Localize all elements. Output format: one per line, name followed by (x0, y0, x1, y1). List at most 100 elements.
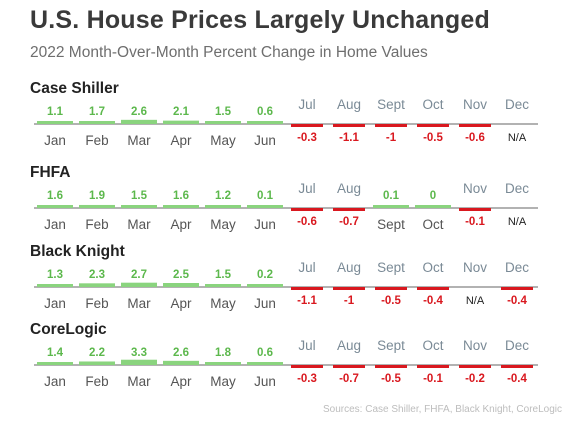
bar-jan (37, 205, 73, 208)
month-label-oct: Oct (422, 217, 443, 232)
bar-sept (375, 124, 407, 127)
bar-jan (37, 121, 73, 124)
month-label-dec: Dec (505, 260, 529, 275)
month-label-apr: Apr (170, 296, 192, 311)
bar-jun (247, 205, 283, 208)
data-label-jan: 1.3 (47, 269, 63, 281)
data-label-mar: 3.3 (131, 347, 147, 359)
month-label-jan: Jan (44, 374, 66, 389)
bar-mar (121, 119, 157, 124)
bar-oct (417, 287, 449, 290)
month-label-dec: Dec (505, 181, 529, 196)
month-label-oct: Oct (422, 260, 443, 275)
bar-oct (417, 365, 449, 368)
data-label-aug: -0.7 (339, 373, 359, 385)
bar-apr (163, 360, 199, 365)
panel-fhfa: FHFA 1.6 Jan 1.9 Feb 1.5 Mar 1.6 Apr 1.2 May 0.1 Ju… (0, 164, 572, 244)
data-label-jan: 1.4 (47, 347, 64, 359)
month-label-mar: Mar (127, 296, 151, 311)
bar-jan (37, 362, 73, 365)
data-label-mar: 2.6 (131, 106, 147, 118)
bar-nov (459, 365, 491, 368)
bar-sept (373, 205, 409, 208)
data-label-feb: 2.3 (89, 269, 105, 281)
chart-title: U.S. House Prices Largely Unchanged (30, 6, 490, 34)
month-label-jul: Jul (298, 181, 315, 196)
data-label-jul: -0.6 (297, 216, 317, 228)
month-label-sept: Sept (377, 97, 405, 112)
data-label-jul: -0.3 (297, 132, 317, 144)
month-label-nov: Nov (463, 97, 487, 112)
month-label-jul: Jul (298, 338, 315, 353)
bar-nov (459, 124, 491, 127)
bar-jul (291, 208, 323, 211)
bar-aug (333, 287, 365, 290)
bar-feb (79, 121, 115, 124)
month-label-jan: Jan (44, 133, 66, 148)
data-label-jan: 1.1 (47, 106, 64, 118)
data-label-sept: -0.5 (381, 295, 401, 307)
data-label-mar: 2.7 (131, 269, 147, 281)
data-label-apr: 2.5 (173, 269, 190, 281)
panel-title: CoreLogic (30, 321, 107, 338)
month-label-jun: Jun (254, 217, 276, 232)
panel-case-shiller: Case Shiller 1.1 Jan 1.7 Feb 2.6 Mar 2.1 Apr 1.5… (0, 80, 572, 160)
bar-may (205, 284, 241, 287)
month-label-may: May (210, 374, 236, 389)
month-label-aug: Aug (337, 181, 361, 196)
month-label-feb: Feb (85, 133, 108, 148)
bar-oct (415, 205, 451, 208)
bar-jun (247, 121, 283, 124)
data-label-oct: -0.5 (423, 132, 443, 144)
data-label-nov: N/A (466, 295, 485, 307)
data-label-feb: 1.7 (89, 106, 105, 118)
chart-subtitle: 2022 Month-Over-Month Percent Change in … (30, 44, 428, 61)
month-label-aug: Aug (337, 97, 361, 112)
data-label-oct: 0 (430, 190, 436, 202)
month-label-dec: Dec (505, 97, 529, 112)
month-label-sept: Sept (377, 260, 405, 275)
bar-apr (163, 120, 199, 124)
data-label-jun: 0.1 (257, 190, 274, 202)
data-label-dec: -0.4 (507, 373, 527, 385)
month-label-apr: Apr (170, 374, 192, 389)
panel-title: FHFA (30, 164, 71, 181)
bar-apr (163, 205, 199, 208)
data-label-may: 1.8 (215, 347, 232, 359)
month-label-jan: Jan (44, 296, 66, 311)
month-label-nov: Nov (463, 260, 487, 275)
data-label-nov: -0.2 (465, 373, 485, 385)
bar-mar (121, 282, 157, 287)
data-label-feb: 1.9 (89, 190, 105, 202)
month-label-jun: Jun (254, 296, 276, 311)
bar-jun (247, 362, 283, 365)
bar-chart-corelogic: 1.4 Jan 2.2 Feb 3.3 Mar 2.6 Apr 1.8 May 0.6 Jun -0.3… (34, 338, 538, 389)
data-label-dec: N/A (508, 132, 527, 144)
data-label-dec: N/A (508, 216, 527, 228)
data-label-jul: -1.1 (297, 295, 317, 307)
month-label-jul: Jul (298, 97, 315, 112)
bar-feb (79, 204, 115, 208)
data-label-may: 1.5 (215, 269, 232, 281)
month-label-mar: Mar (127, 374, 151, 389)
data-label-jun: 0.6 (257, 106, 273, 118)
data-label-sept: 0.1 (383, 190, 400, 202)
data-label-aug: -1 (344, 295, 355, 307)
bar-mar (121, 205, 157, 208)
month-label-sept: Sept (377, 217, 405, 232)
bar-sept (375, 287, 407, 290)
data-label-may: 1.5 (215, 106, 232, 118)
data-label-sept: -0.5 (381, 373, 401, 385)
panel-title: Black Knight (30, 243, 125, 260)
month-label-dec: Dec (505, 338, 529, 353)
source-note: Sources: Case Shiller, FHFA, Black Knigh… (323, 404, 562, 415)
bar-nov (459, 208, 491, 211)
bar-feb (79, 361, 115, 365)
month-label-sept: Sept (377, 338, 405, 353)
data-label-nov: -0.1 (465, 216, 485, 228)
data-label-jul: -0.3 (297, 373, 317, 385)
data-label-oct: -0.1 (423, 373, 443, 385)
bar-apr (163, 283, 199, 287)
month-label-oct: Oct (422, 338, 443, 353)
month-label-apr: Apr (170, 133, 192, 148)
